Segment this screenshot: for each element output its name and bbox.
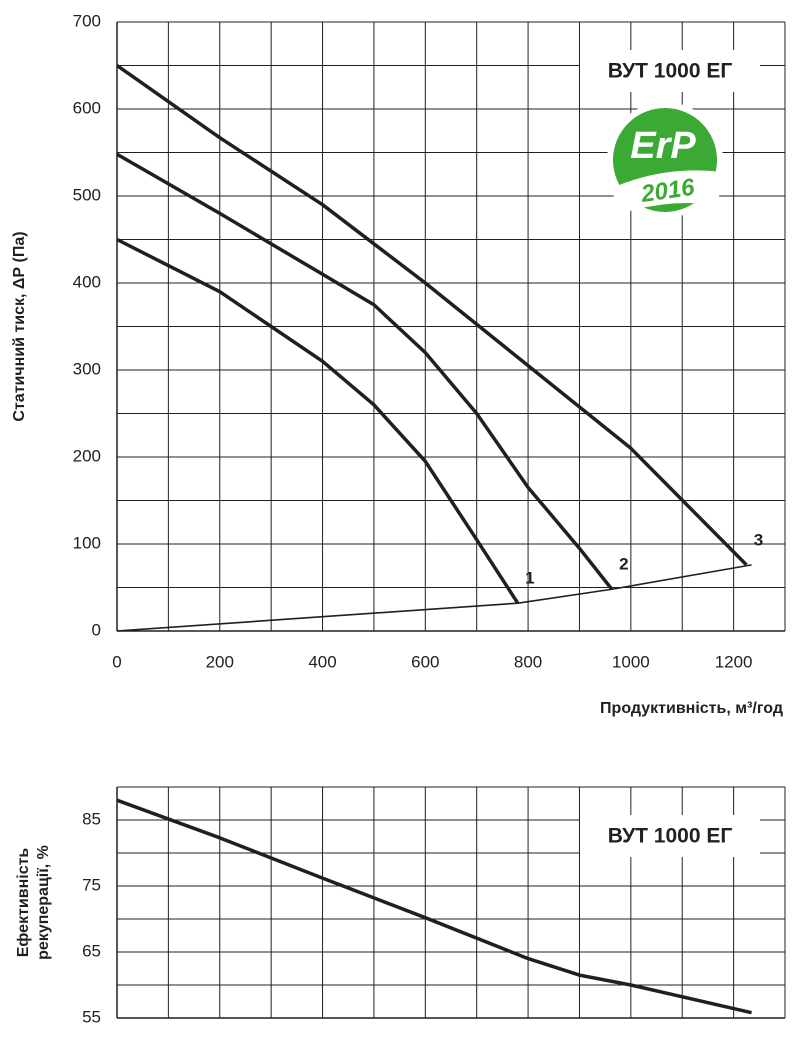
title-box xyxy=(580,815,760,857)
badge-text: ErP xyxy=(630,125,696,167)
y-axis-label: Ефективність xyxy=(15,848,32,958)
y-tick-label: 85 xyxy=(82,809,101,828)
y-tick-label: 700 xyxy=(73,11,101,30)
y-tick-label: 65 xyxy=(82,941,101,960)
y-tick-label: 0 xyxy=(92,620,101,639)
x-tick-label: 1000 xyxy=(612,652,650,671)
x-tick-label: 400 xyxy=(308,652,336,671)
curve-label: 1 xyxy=(525,569,534,588)
erp-badge: ErP 2016 xyxy=(607,102,723,218)
chart-title: ВУТ 1000 ЕГ xyxy=(608,60,733,83)
y-tick-label: 55 xyxy=(82,1007,101,1026)
y-tick-label: 400 xyxy=(73,272,101,291)
y-tick-label: 500 xyxy=(73,185,101,204)
x-tick-label: 1200 xyxy=(715,652,753,671)
x-tick-label: 200 xyxy=(206,652,234,671)
y-tick-label: 200 xyxy=(73,446,101,465)
chart-title: ВУТ 1000 ЕГ xyxy=(608,825,733,848)
curve-label: 3 xyxy=(754,530,763,549)
curve xyxy=(116,798,752,1015)
y-tick-label: 600 xyxy=(73,98,101,117)
title-box xyxy=(580,50,760,92)
x-tick-label: 0 xyxy=(112,652,121,671)
system-line xyxy=(116,564,752,632)
curve xyxy=(116,152,614,591)
curve xyxy=(116,237,520,605)
curve-label: 2 xyxy=(619,555,628,574)
x-tick-label: 600 xyxy=(411,652,439,671)
y-tick-label: 300 xyxy=(73,359,101,378)
y-axis-label: Статичний тиск, ΔР (Па) xyxy=(11,231,28,421)
badge-ribbon xyxy=(612,170,722,215)
curve xyxy=(115,64,748,567)
y-tick-label: 75 xyxy=(82,875,101,894)
x-axis-label: Продуктивність, м³/год xyxy=(600,700,783,717)
y-tick-label: 100 xyxy=(73,533,101,552)
x-tick-label: 800 xyxy=(514,652,542,671)
y-axis-label: рекуперації, % xyxy=(35,845,52,960)
